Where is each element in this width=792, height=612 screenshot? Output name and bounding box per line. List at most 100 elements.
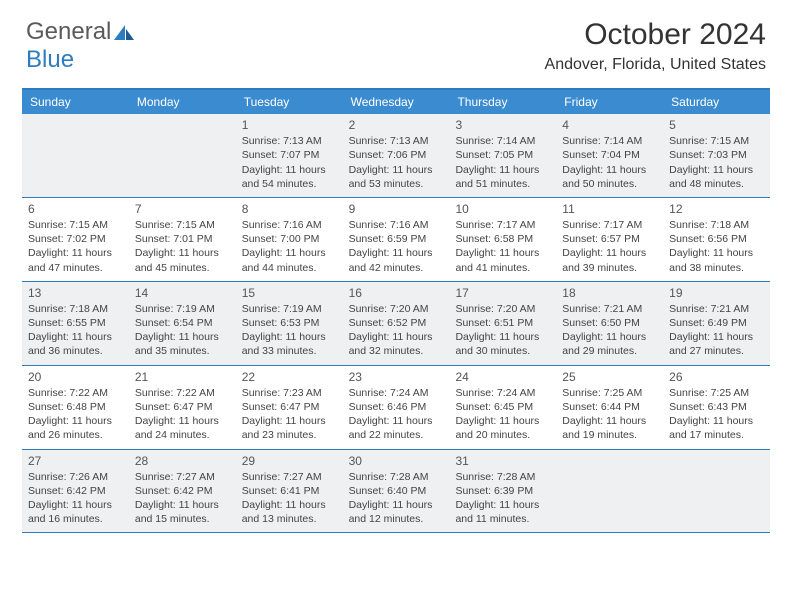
sunset-text: Sunset: 6:55 PM [28,316,123,330]
sunrise-text: Sunrise: 7:22 AM [135,386,230,400]
calendar-cell: 21Sunrise: 7:22 AMSunset: 6:47 PMDayligh… [129,366,236,449]
daylight-text: Daylight: 11 hours and 53 minutes. [349,163,444,191]
sunrise-text: Sunrise: 7:16 AM [242,218,337,232]
sunset-text: Sunset: 7:04 PM [562,148,657,162]
dayhead-friday: Friday [556,90,663,114]
sunrise-text: Sunrise: 7:19 AM [242,302,337,316]
sunset-text: Sunset: 6:39 PM [455,484,550,498]
sunrise-text: Sunrise: 7:21 AM [562,302,657,316]
day-number: 4 [562,117,657,133]
daylight-text: Daylight: 11 hours and 24 minutes. [135,414,230,442]
day-number: 9 [349,201,444,217]
daylight-text: Daylight: 11 hours and 22 minutes. [349,414,444,442]
calendar-cell: 15Sunrise: 7:19 AMSunset: 6:53 PMDayligh… [236,282,343,365]
day-number: 22 [242,369,337,385]
calendar-cell: 5Sunrise: 7:15 AMSunset: 7:03 PMDaylight… [663,114,770,197]
daylight-text: Daylight: 11 hours and 17 minutes. [669,414,764,442]
daylight-text: Daylight: 11 hours and 42 minutes. [349,246,444,274]
daylight-text: Daylight: 11 hours and 11 minutes. [455,498,550,526]
daylight-text: Daylight: 11 hours and 41 minutes. [455,246,550,274]
calendar-cell: 28Sunrise: 7:27 AMSunset: 6:42 PMDayligh… [129,450,236,533]
sunset-text: Sunset: 6:42 PM [28,484,123,498]
day-number: 5 [669,117,764,133]
sunset-text: Sunset: 6:44 PM [562,400,657,414]
calendar-cell: 9Sunrise: 7:16 AMSunset: 6:59 PMDaylight… [343,198,450,281]
sunrise-text: Sunrise: 7:28 AM [349,470,444,484]
logo: General [26,18,135,46]
daylight-text: Daylight: 11 hours and 27 minutes. [669,330,764,358]
sunrise-text: Sunrise: 7:18 AM [669,218,764,232]
calendar-cell: 20Sunrise: 7:22 AMSunset: 6:48 PMDayligh… [22,366,129,449]
day-number: 31 [455,453,550,469]
day-number: 23 [349,369,444,385]
daylight-text: Daylight: 11 hours and 12 minutes. [349,498,444,526]
calendar-cell: 10Sunrise: 7:17 AMSunset: 6:58 PMDayligh… [449,198,556,281]
daylight-text: Daylight: 11 hours and 39 minutes. [562,246,657,274]
dayhead-tuesday: Tuesday [236,90,343,114]
calendar-cell: 26Sunrise: 7:25 AMSunset: 6:43 PMDayligh… [663,366,770,449]
sunset-text: Sunset: 6:56 PM [669,232,764,246]
calendar-cell: 18Sunrise: 7:21 AMSunset: 6:50 PMDayligh… [556,282,663,365]
daylight-text: Daylight: 11 hours and 47 minutes. [28,246,123,274]
sunrise-text: Sunrise: 7:18 AM [28,302,123,316]
sunset-text: Sunset: 7:06 PM [349,148,444,162]
sunset-text: Sunset: 6:58 PM [455,232,550,246]
sunrise-text: Sunrise: 7:24 AM [455,386,550,400]
sunset-text: Sunset: 6:47 PM [135,400,230,414]
sunrise-text: Sunrise: 7:14 AM [455,134,550,148]
sunrise-text: Sunrise: 7:17 AM [455,218,550,232]
sunset-text: Sunset: 6:48 PM [28,400,123,414]
sunrise-text: Sunrise: 7:16 AM [349,218,444,232]
dayhead-wednesday: Wednesday [343,90,450,114]
daylight-text: Daylight: 11 hours and 20 minutes. [455,414,550,442]
sunset-text: Sunset: 6:54 PM [135,316,230,330]
day-number: 24 [455,369,550,385]
day-number: 26 [669,369,764,385]
sunrise-text: Sunrise: 7:15 AM [135,218,230,232]
daylight-text: Daylight: 11 hours and 45 minutes. [135,246,230,274]
calendar-cell: 24Sunrise: 7:24 AMSunset: 6:45 PMDayligh… [449,366,556,449]
sunrise-text: Sunrise: 7:25 AM [669,386,764,400]
calendar-cell: 27Sunrise: 7:26 AMSunset: 6:42 PMDayligh… [22,450,129,533]
page-header: General October 2024 Andover, Florida, U… [0,0,792,82]
sunset-text: Sunset: 6:43 PM [669,400,764,414]
sunset-text: Sunset: 7:07 PM [242,148,337,162]
sunset-text: Sunset: 7:00 PM [242,232,337,246]
calendar-cell: 6Sunrise: 7:15 AMSunset: 7:02 PMDaylight… [22,198,129,281]
sunrise-text: Sunrise: 7:19 AM [135,302,230,316]
sunset-text: Sunset: 6:53 PM [242,316,337,330]
daylight-text: Daylight: 11 hours and 30 minutes. [455,330,550,358]
sunset-text: Sunset: 6:59 PM [349,232,444,246]
title-block: October 2024 Andover, Florida, United St… [545,18,766,74]
sunset-text: Sunset: 6:49 PM [669,316,764,330]
calendar-cell: 17Sunrise: 7:20 AMSunset: 6:51 PMDayligh… [449,282,556,365]
day-number: 14 [135,285,230,301]
daylight-text: Daylight: 11 hours and 36 minutes. [28,330,123,358]
calendar-cell: 30Sunrise: 7:28 AMSunset: 6:40 PMDayligh… [343,450,450,533]
calendar-cell: 11Sunrise: 7:17 AMSunset: 6:57 PMDayligh… [556,198,663,281]
day-number: 1 [242,117,337,133]
sunrise-text: Sunrise: 7:13 AM [242,134,337,148]
dayhead-thursday: Thursday [449,90,556,114]
calendar-cell: 4Sunrise: 7:14 AMSunset: 7:04 PMDaylight… [556,114,663,197]
daylight-text: Daylight: 11 hours and 33 minutes. [242,330,337,358]
dayhead-saturday: Saturday [663,90,770,114]
sunrise-text: Sunrise: 7:26 AM [28,470,123,484]
calendar-cell [663,450,770,533]
daylight-text: Daylight: 11 hours and 23 minutes. [242,414,337,442]
daylight-text: Daylight: 11 hours and 44 minutes. [242,246,337,274]
calendar-cell: 14Sunrise: 7:19 AMSunset: 6:54 PMDayligh… [129,282,236,365]
calendar-cell: 3Sunrise: 7:14 AMSunset: 7:05 PMDaylight… [449,114,556,197]
calendar-week: 1Sunrise: 7:13 AMSunset: 7:07 PM Daylight… [22,114,770,198]
location-text: Andover, Florida, United States [545,56,766,74]
daylight-text: Daylight: 11 hours and 35 minutes. [135,330,230,358]
daylight-text: Daylight: 11 hours and 26 minutes. [28,414,123,442]
day-number: 10 [455,201,550,217]
weeks-container: 1Sunrise: 7:13 AMSunset: 7:07 PM Daylight… [22,114,770,533]
sunrise-text: Sunrise: 7:28 AM [455,470,550,484]
day-number: 28 [135,453,230,469]
daylight-text: Daylight: 11 hours and 48 minutes. [669,163,764,191]
calendar-week: 20Sunrise: 7:22 AMSunset: 6:48 PMDayligh… [22,366,770,450]
sunset-text: Sunset: 7:01 PM [135,232,230,246]
sunset-text: Sunset: 6:45 PM [455,400,550,414]
